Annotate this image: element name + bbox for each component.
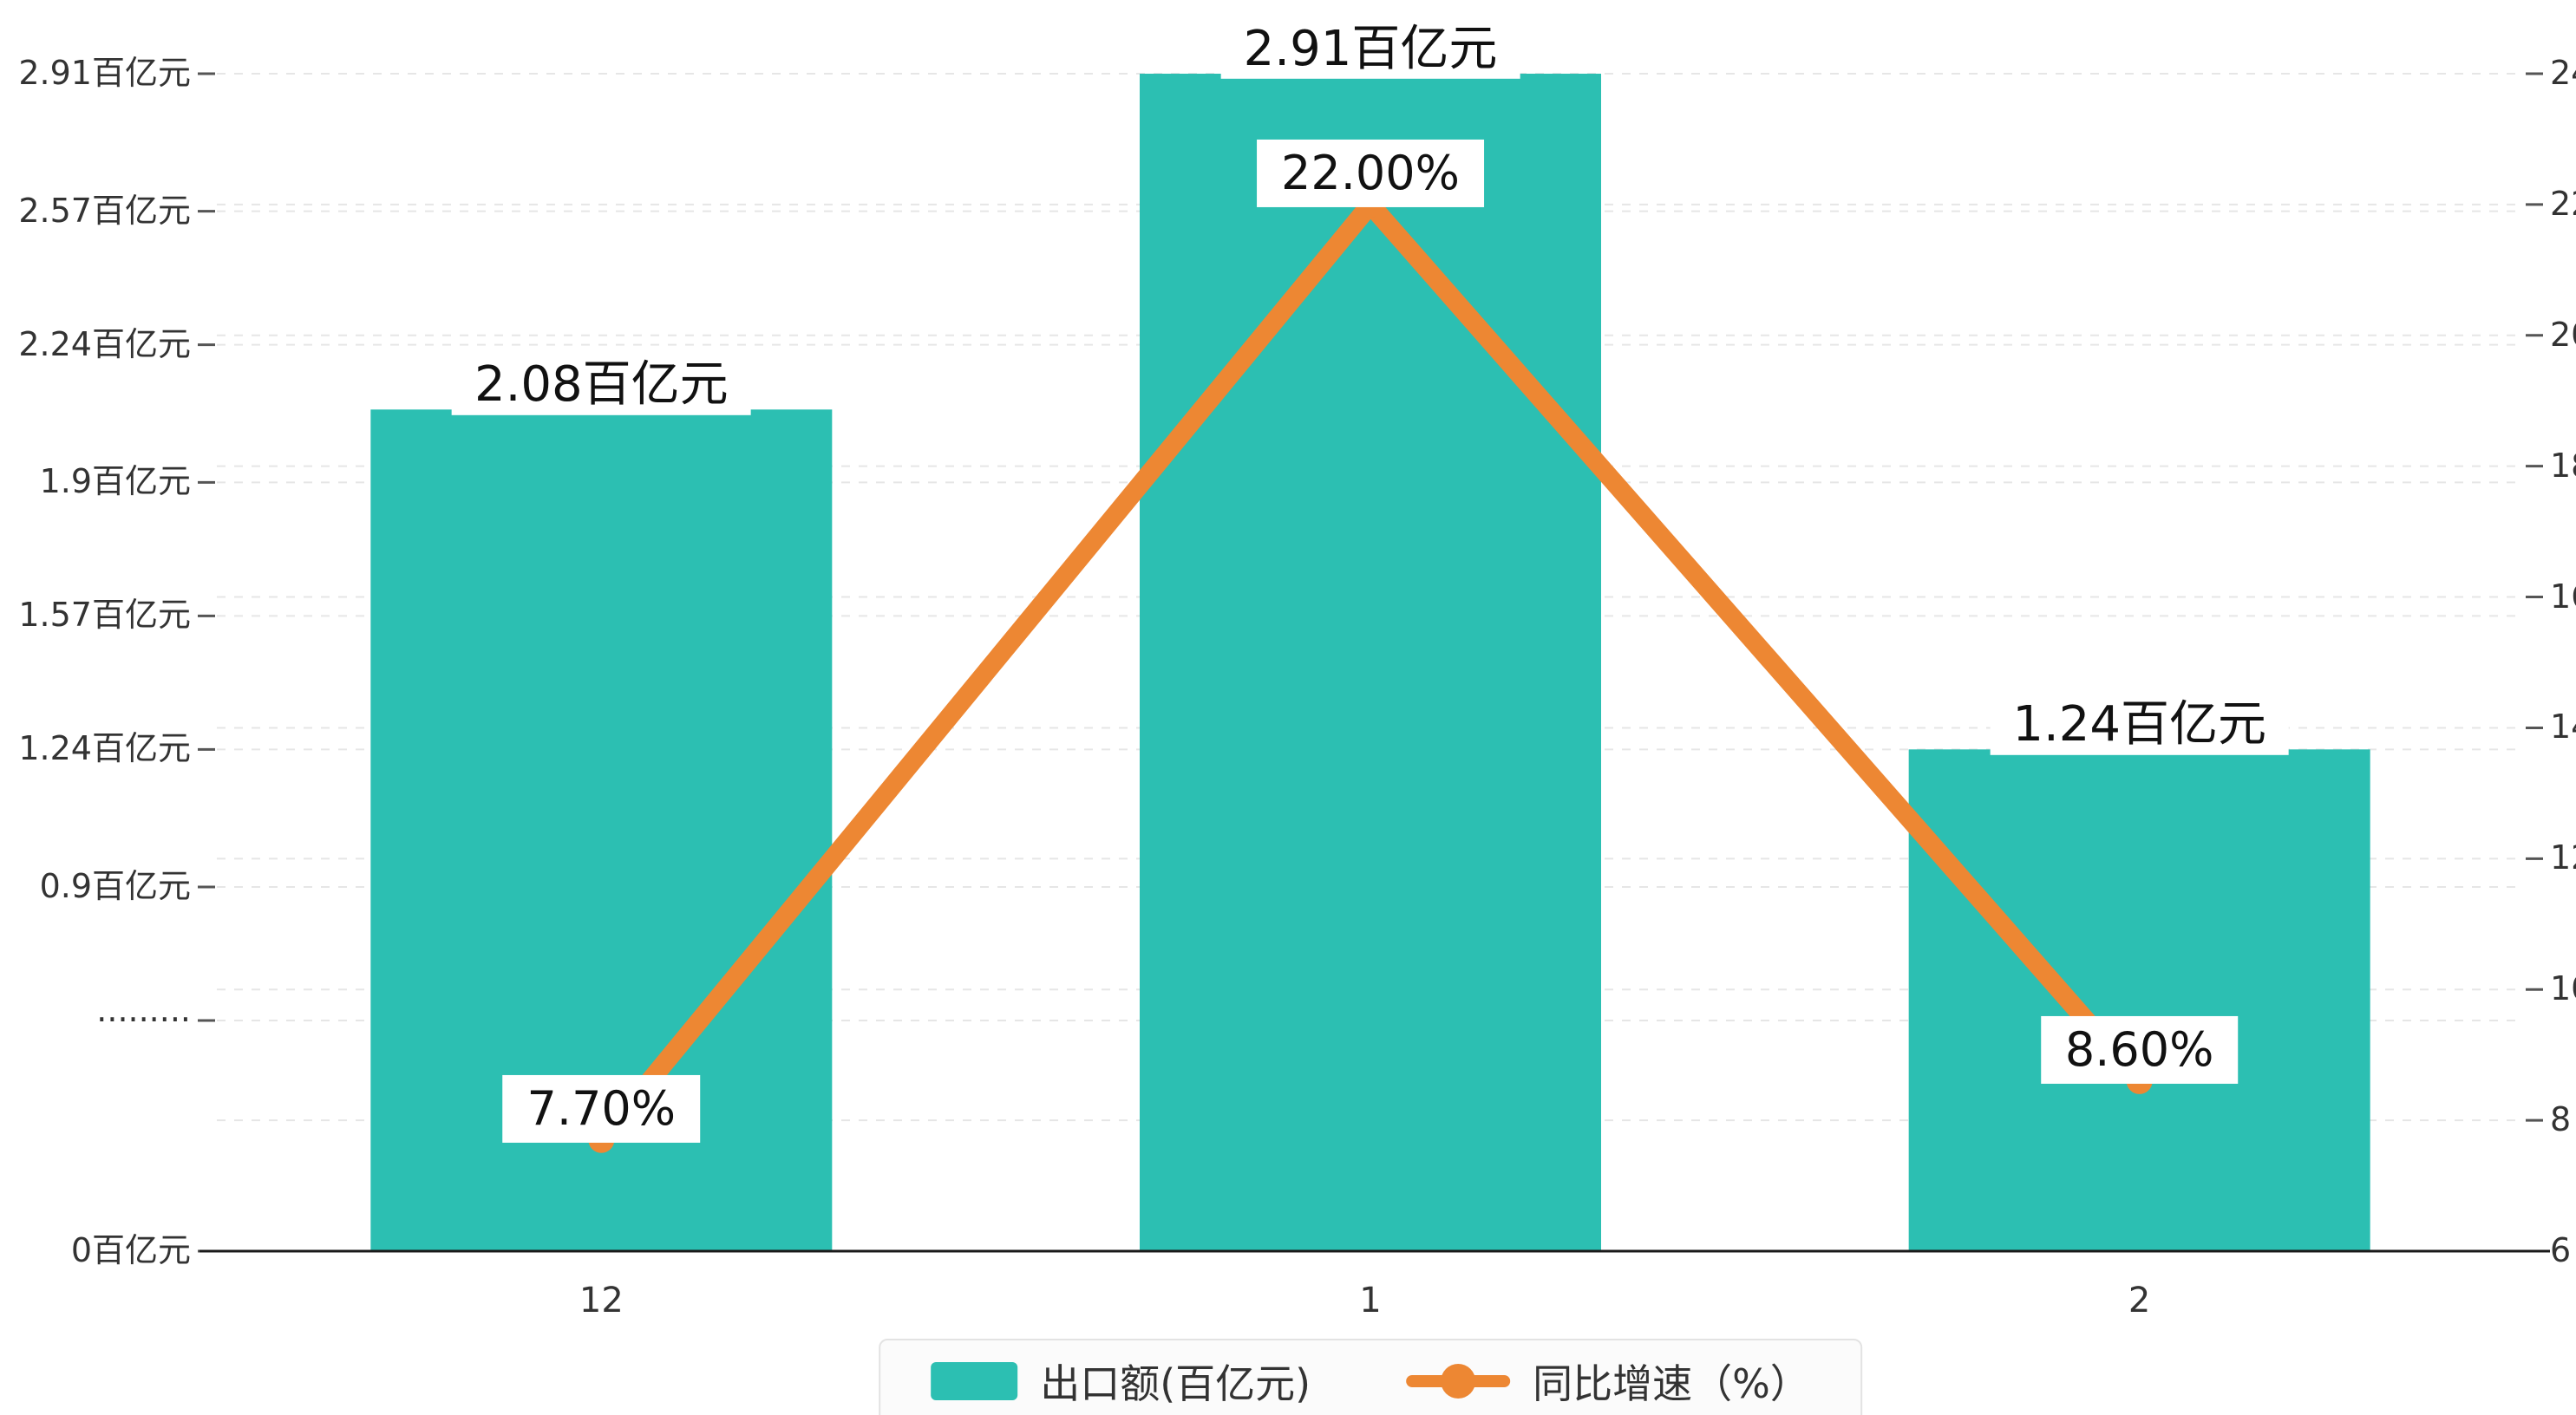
legend-label-growth: 同比增速（%） <box>1533 1360 1810 1407</box>
legend: 出口额(百亿元) 同比增速（%） <box>879 1339 1862 1415</box>
bar-2 <box>1908 749 2370 1251</box>
bar-1 <box>1140 74 1601 1251</box>
bar-12 <box>370 409 833 1251</box>
bar-series-swatch <box>931 1362 1018 1400</box>
line-marker-dot <box>1441 1364 1476 1399</box>
line-series-marker <box>1406 1364 1511 1399</box>
legend-item-growth-line[interactable]: 同比增速（%） <box>1406 1353 1810 1410</box>
legend-item-export-bar[interactable]: 出口额(百亿元) <box>931 1353 1311 1410</box>
line-point-1 <box>1357 191 1383 218</box>
legend-label-export: 出口额(百亿元) <box>1040 1360 1311 1407</box>
line-point-12 <box>588 1126 615 1153</box>
line-point-2 <box>2126 1067 2153 1094</box>
